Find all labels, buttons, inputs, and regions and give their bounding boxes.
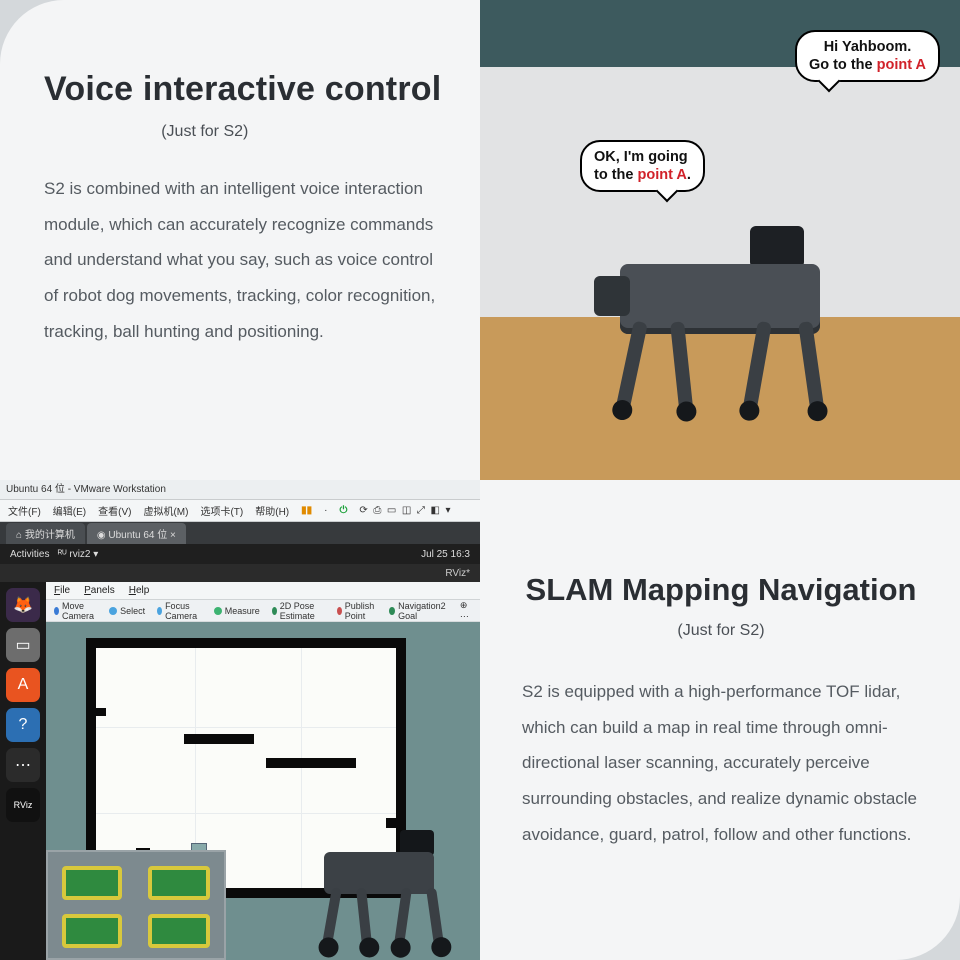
toolbar-icons[interactable]: ⟳ ⎙ ▭ ◫ ⤢ ◧ ▾ [359,505,450,516]
bubble1-highlight: point A [877,57,926,73]
row-bottom: Ubuntu 64 位 - VMware Workstation 文件(F) 编… [0,480,960,960]
rviz-tool[interactable]: Navigation2 Goal [389,601,448,621]
robot-dog-small [306,830,456,950]
app-title: RViz* [445,568,470,579]
rviz-toolbar[interactable]: Move Camera Select Focus Camera Measure 2D P… [46,600,480,622]
speech-bubble-robot: OK, I'm going to the point A. [580,140,705,192]
bubble2-line1: OK, I'm going [594,149,688,165]
dock-icon[interactable]: 🦊 [6,588,40,622]
topbar-app: rviz2 [69,549,90,560]
camera-thumbnail [46,850,226,960]
app-titlebar: RViz* [0,564,480,582]
pause-icon[interactable]: ▮▮ [301,505,312,516]
voice-subtitle: (Just for S2) [44,123,366,141]
rviz-menu-file[interactable]: File [54,585,70,596]
sep: · [324,505,327,516]
rviz-window: File Panels Help Move Camera Select Focus … [46,582,480,960]
voice-photo: Hi Yahboom. Go to the point A OK, I'm go… [480,0,960,480]
vm-menu-vm[interactable]: 虚拟机(M) [143,503,188,518]
vm-menu-help[interactable]: 帮助(H) [255,503,289,518]
rviz-tool-more[interactable]: ⊕ ⋯ [460,600,472,622]
slam-title: SLAM Mapping Navigation [522,572,920,608]
slam-screenshot: Ubuntu 64 位 - VMware Workstation 文件(F) 编… [0,480,480,960]
dock-icon[interactable]: ⋯ [6,748,40,782]
bubble1-line1: Hi Yahboom. [824,39,912,55]
bubble1-line2a: Go to the [809,57,877,73]
row-top: Voice interactive control (Just for S2) … [0,0,960,480]
play-icon[interactable]: ⏻ [340,505,348,516]
rviz-tool[interactable]: 2D Pose Estimate [272,601,325,621]
vmware-menubar[interactable]: 文件(F) 编辑(E) 查看(V) 虚拟机(M) 选项卡(T) 帮助(H) ▮▮… [0,500,480,522]
dock-icon[interactable]: ▭ [6,628,40,662]
vm-tab-home[interactable]: ⌂ 我的计算机 [6,523,85,544]
activities-label[interactable]: Activities [10,549,49,560]
dock-icon[interactable]: ? [6,708,40,742]
vmware-tabs: ⌂ 我的计算机 ◉ Ubuntu 64 位 × [0,522,480,544]
ubuntu-topbar: Activities ᴿᵁ rviz2 ▾ Jul 25 16:3 [0,544,480,564]
rviz-tool[interactable]: Publish Point [337,601,378,621]
rviz-menu-panels[interactable]: Panels [84,585,115,596]
vm-menu-edit[interactable]: 编辑(E) [53,503,86,518]
vm-menu-tabs[interactable]: 选项卡(T) [200,503,243,518]
vmware-titlebar: Ubuntu 64 位 - VMware Workstation [0,480,480,500]
voice-body: S2 is combined with an intelligent voice… [44,171,446,349]
rviz-tool[interactable]: Select [109,606,145,616]
vm-tab-ubuntu[interactable]: ◉ Ubuntu 64 位 × [87,523,186,544]
rviz-tool[interactable]: Measure [214,606,260,616]
robot-dog-illustration [600,234,840,414]
slam-body: S2 is equipped with a high-performance T… [522,674,920,852]
app-body: 🦊 ▭ A? ⋯ RViz File Panels Help Move Camera Se… [0,582,480,960]
dock-icon[interactable]: RViz [6,788,40,822]
vm-menu-file[interactable]: 文件(F) [8,503,41,518]
slam-card: SLAM Mapping Navigation (Just for S2) S2… [480,480,960,960]
ubuntu-dock[interactable]: 🦊 ▭ A? ⋯ RViz [0,582,46,960]
bubble2-highlight: point A [638,167,687,183]
rviz-menu-help[interactable]: Help [129,585,150,596]
dock-icon[interactable]: A [6,668,40,702]
rviz-tool[interactable]: Move Camera [54,601,97,621]
bubble2-line2a: to the [594,167,638,183]
bubble2-end: . [687,167,691,183]
speech-bubble-user: Hi Yahboom. Go to the point A [795,30,940,82]
voice-card: Voice interactive control (Just for S2) … [0,0,480,480]
rviz-canvas[interactable] [46,622,480,960]
rviz-tool[interactable]: Focus Camera [157,601,202,621]
slam-subtitle: (Just for S2) [522,622,920,640]
voice-title: Voice interactive control [44,70,446,109]
vm-menu-view[interactable]: 查看(V) [98,503,131,518]
rviz-menubar[interactable]: File Panels Help [46,582,480,600]
topbar-date: Jul 25 16:3 [421,549,470,560]
